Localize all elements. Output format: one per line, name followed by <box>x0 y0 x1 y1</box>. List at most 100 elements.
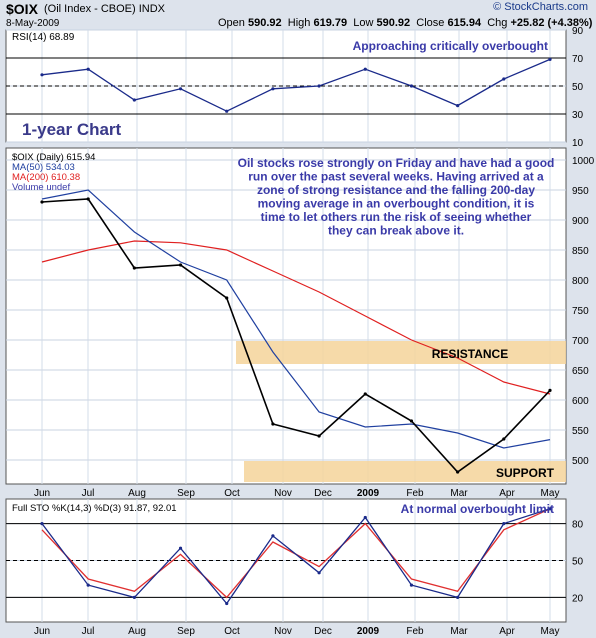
rsi-tick-70: 70 <box>572 54 584 65</box>
high-label: High <box>287 17 311 29</box>
chart-label: 1-year Chart <box>22 120 122 139</box>
sto-k-point-5 <box>271 534 275 538</box>
price-point-9 <box>456 470 460 474</box>
sto-tick-20: 20 <box>572 593 584 604</box>
symbol-title: $OIX <box>6 1 38 17</box>
x-label-price-2009: 2009 <box>357 488 380 499</box>
low-value: 590.92 <box>376 17 411 29</box>
close-value: 615.94 <box>447 17 482 29</box>
sto-k-point-8 <box>409 583 414 587</box>
ma50-line <box>41 189 551 449</box>
rsi-point-8 <box>409 84 414 88</box>
sto-panel-label: Full STO %K(14,3) %D(3) 91.87, 92.01 <box>12 503 177 514</box>
price-tick-550: 550 <box>572 426 589 437</box>
rsi-panel-label: RSI(14) 68.89 <box>12 32 75 43</box>
open-value: 590.92 <box>247 17 282 29</box>
resistance-zone <box>236 341 566 364</box>
index-name: (Oil Index - CBOE) INDX <box>44 3 166 15</box>
high-value: 619.79 <box>313 17 348 29</box>
price-point-7 <box>363 392 367 396</box>
x-label-price-Apr: Apr <box>499 488 515 499</box>
chg-value: +25.82 (+4.38%) <box>510 17 593 29</box>
x-label-sto-Sep: Sep <box>177 626 195 637</box>
price-point-5 <box>271 422 275 426</box>
rsi-tick-10: 10 <box>572 138 584 149</box>
sto-k-line <box>41 508 551 605</box>
price-legend-2: MA(200) 610.38 <box>12 172 80 183</box>
sto-annotation: At normal overbought limit <box>401 502 554 516</box>
sto-k-point-1 <box>86 583 90 587</box>
price-point-0 <box>40 200 44 204</box>
sto-tick-50: 50 <box>572 557 584 568</box>
x-label-sto-2009: 2009 <box>357 626 380 637</box>
price-point-11 <box>548 388 552 392</box>
price-annotation-line-4: time to let others run the risk of seein… <box>261 210 532 224</box>
x-label-price-Oct: Oct <box>224 488 240 499</box>
close-label: Close <box>416 17 445 29</box>
rsi-point-3 <box>178 87 183 91</box>
x-label-price-Jul: Jul <box>82 488 95 499</box>
x-label-price-Jun: Jun <box>34 488 50 499</box>
rsi-point-1 <box>86 67 90 71</box>
price-tick-700: 700 <box>572 336 589 347</box>
sto-k-point-4 <box>225 601 229 606</box>
x-label-price-Mar: Mar <box>450 488 468 499</box>
ma200-line <box>41 240 551 395</box>
support-zone <box>244 461 566 482</box>
price-point-2 <box>132 266 136 270</box>
sto-tick-80: 80 <box>572 520 584 531</box>
ohlc-summary: Open 590.92 High 619.79 Low 590.92 Close… <box>218 17 592 29</box>
x-label-sto-Nov: Nov <box>274 626 292 637</box>
price-legend-1: MA(50) 534.03 <box>12 162 75 173</box>
low-label: Low <box>353 17 374 29</box>
rsi-tick-30: 30 <box>572 110 584 121</box>
x-label-price-Aug: Aug <box>128 488 146 499</box>
price-tick-600: 600 <box>572 396 589 407</box>
x-label-sto-Oct: Oct <box>224 626 240 637</box>
x-label-price-Nov: Nov <box>274 488 292 499</box>
price-point-8 <box>409 419 414 423</box>
price-point-3 <box>178 263 183 267</box>
rsi-point-6 <box>317 84 321 88</box>
sto-k-point-11 <box>548 507 552 511</box>
rsi-point-7 <box>363 67 367 71</box>
rsi-point-4 <box>225 109 229 113</box>
x-label-sto-Feb: Feb <box>406 626 424 637</box>
x-label-sto-Mar: Mar <box>450 626 468 637</box>
x-label-price-May: May <box>541 488 560 499</box>
rsi-tick-50: 50 <box>572 82 584 93</box>
rsi-line <box>41 58 551 112</box>
price-tick-650: 650 <box>572 366 589 377</box>
price-legend-0: $OIX (Daily) 615.94 <box>12 152 95 163</box>
price-annotation-line-2: zone of strong resistance and the fallin… <box>257 183 535 197</box>
open-label: Open <box>218 17 245 29</box>
resistance-label: RESISTANCE <box>432 347 508 361</box>
sto-k-point-7 <box>363 515 367 520</box>
price-legend-3: Volume undef <box>12 182 70 193</box>
sto-k-point-3 <box>178 546 183 550</box>
price-point-4 <box>225 296 229 300</box>
sto-k-point-2 <box>132 595 136 600</box>
sto-k-point-6 <box>317 571 321 575</box>
price-annotation-line-0: Oil stocks rose strongly on Friday and h… <box>238 156 555 170</box>
x-label-sto-Apr: Apr <box>499 626 515 637</box>
x-label-sto-Dec: Dec <box>314 626 332 637</box>
price-point-10 <box>502 437 506 441</box>
rsi-point-9 <box>456 104 460 108</box>
rsi-point-5 <box>271 87 275 91</box>
chg-label: Chg <box>487 17 508 29</box>
price-point-1 <box>86 197 90 201</box>
rsi-tick-90: 90 <box>572 26 584 37</box>
x-label-sto-May: May <box>541 626 560 637</box>
rsi-point-10 <box>502 77 506 81</box>
support-label: SUPPORT <box>496 466 555 480</box>
price-annotation-line-1: run over the past several weeks. Having … <box>248 170 544 184</box>
price-tick-500: 500 <box>572 456 589 467</box>
price-tick-800: 800 <box>572 276 589 287</box>
x-label-sto-Jun: Jun <box>34 626 50 637</box>
rsi-point-2 <box>132 98 136 102</box>
brand-label: © StockCharts.com <box>493 1 588 13</box>
sto-k-point-10 <box>502 522 506 526</box>
rsi-point-11 <box>548 57 552 62</box>
